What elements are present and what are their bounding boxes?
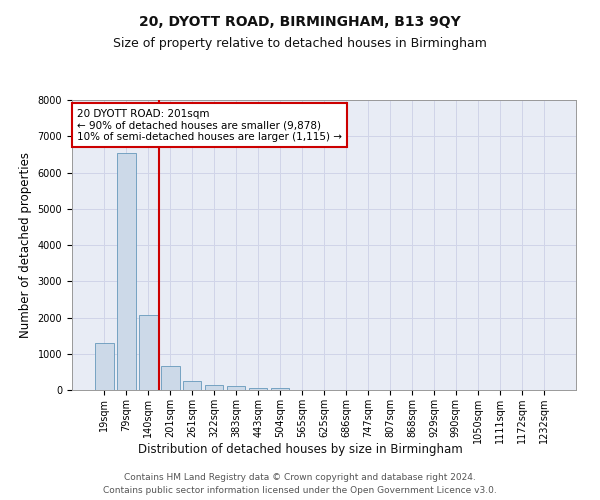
- Bar: [161, 366, 179, 390]
- Text: Distribution of detached houses by size in Birmingham: Distribution of detached houses by size …: [137, 442, 463, 456]
- Text: Contains HM Land Registry data © Crown copyright and database right 2024.
Contai: Contains HM Land Registry data © Crown c…: [103, 474, 497, 495]
- Bar: [139, 314, 158, 390]
- Bar: [249, 388, 268, 390]
- Bar: [95, 343, 113, 390]
- Text: Size of property relative to detached houses in Birmingham: Size of property relative to detached ho…: [113, 38, 487, 51]
- Bar: [271, 388, 289, 390]
- Bar: [117, 152, 136, 390]
- Bar: [183, 381, 202, 390]
- Bar: [227, 386, 245, 390]
- Y-axis label: Number of detached properties: Number of detached properties: [19, 152, 32, 338]
- Bar: [205, 386, 223, 390]
- Text: 20 DYOTT ROAD: 201sqm
← 90% of detached houses are smaller (9,878)
10% of semi-d: 20 DYOTT ROAD: 201sqm ← 90% of detached …: [77, 108, 342, 142]
- Text: 20, DYOTT ROAD, BIRMINGHAM, B13 9QY: 20, DYOTT ROAD, BIRMINGHAM, B13 9QY: [139, 15, 461, 29]
